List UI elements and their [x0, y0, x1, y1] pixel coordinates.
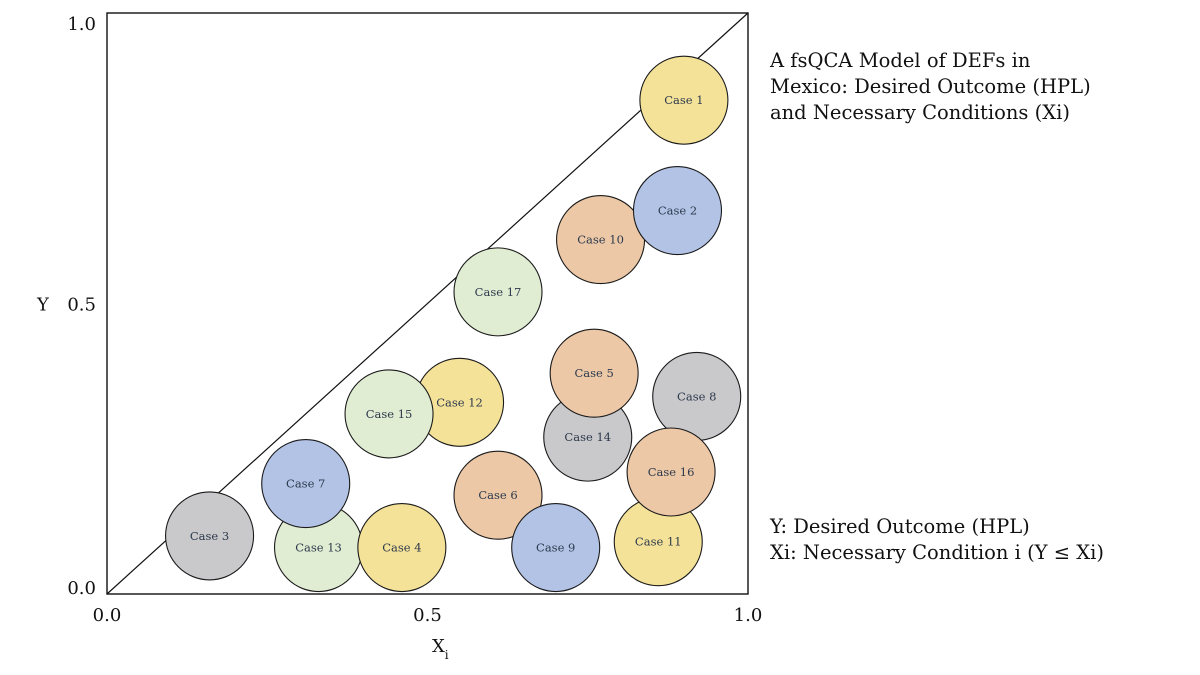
x-tick-label: 1.0	[734, 605, 763, 626]
y-axis-label: Y	[36, 295, 50, 316]
case-bubble-group: Case 1	[639, 55, 729, 145]
case-label: Case 3	[190, 529, 229, 543]
variable-legend: Y: Desired Outcome (HPL) Xi: Necessary C…	[770, 514, 1104, 566]
case-label: Case 10	[577, 233, 624, 247]
case-bubble-group: Case 4	[357, 502, 447, 593]
case-bubble	[453, 247, 543, 337]
case-bubble	[344, 369, 434, 459]
case-label: Case 5	[574, 366, 613, 380]
case-bubble-group: Case 6	[453, 450, 543, 540]
chart-title: A fsQCA Model of DEFs in Mexico: Desired…	[770, 48, 1091, 126]
title-line-2: Mexico: Desired Outcome (HPL)	[770, 75, 1091, 98]
case-bubble-group: Case 16	[626, 427, 716, 517]
case-label: Case 15	[366, 407, 413, 421]
case-bubble-group: Case 2	[632, 165, 723, 256]
case-bubble-group: Case 11	[613, 497, 703, 587]
case-bubble	[626, 427, 716, 517]
title-line-3: and Necessary Conditions (Xi)	[770, 101, 1070, 124]
case-label: Case 8	[677, 389, 716, 403]
case-label: Case 4	[382, 541, 421, 555]
plot-border	[106, 12, 749, 595]
case-bubble	[549, 328, 639, 418]
case-bubble	[511, 502, 601, 593]
case-bubble-group: Case 15	[344, 369, 434, 459]
x-tick-label: 0.5	[413, 605, 442, 626]
case-bubble	[632, 165, 723, 256]
case-label: Case 9	[536, 541, 575, 555]
case-label: Case 12	[436, 395, 483, 409]
case-bubble	[453, 450, 543, 540]
title-line-1: A fsQCA Model of DEFs in	[770, 49, 1031, 72]
case-label: Case 14	[564, 430, 611, 444]
case-label: Case 17	[475, 285, 522, 299]
case-bubble	[261, 439, 351, 529]
case-bubble-group: Case 9	[511, 502, 601, 593]
y-tick-label: 0.5	[67, 295, 96, 316]
case-bubble	[165, 491, 255, 581]
case-bubble	[357, 502, 447, 593]
case-label: Case 11	[635, 535, 682, 549]
case-bubble	[639, 55, 729, 145]
legend-y-definition: Y: Desired Outcome (HPL)	[770, 515, 1030, 538]
y-tick-label: 1.0	[67, 14, 96, 35]
case-label: Case 13	[295, 541, 342, 555]
case-bubble-group: Case 5	[549, 328, 639, 418]
y-tick-label: 0.0	[67, 578, 96, 599]
case-bubble-group: Case 10	[556, 195, 646, 285]
case-bubble-group: Case 17	[453, 247, 543, 337]
case-label: Case 2	[658, 204, 697, 218]
case-label: Case 1	[664, 93, 703, 107]
case-bubble-group: Case 7	[261, 439, 351, 529]
case-bubble-group: Case 3	[165, 491, 255, 581]
x-tick-label: 0.0	[93, 605, 122, 626]
case-label: Case 7	[286, 477, 325, 491]
x-axis-label: Xi	[432, 636, 449, 662]
case-bubble-group: Case 8	[652, 351, 742, 442]
case-label: Case 6	[478, 488, 517, 502]
case-label: Case 16	[648, 465, 695, 479]
legend-x-definition: Xi: Necessary Condition i (Y ≤ Xi)	[770, 541, 1105, 564]
